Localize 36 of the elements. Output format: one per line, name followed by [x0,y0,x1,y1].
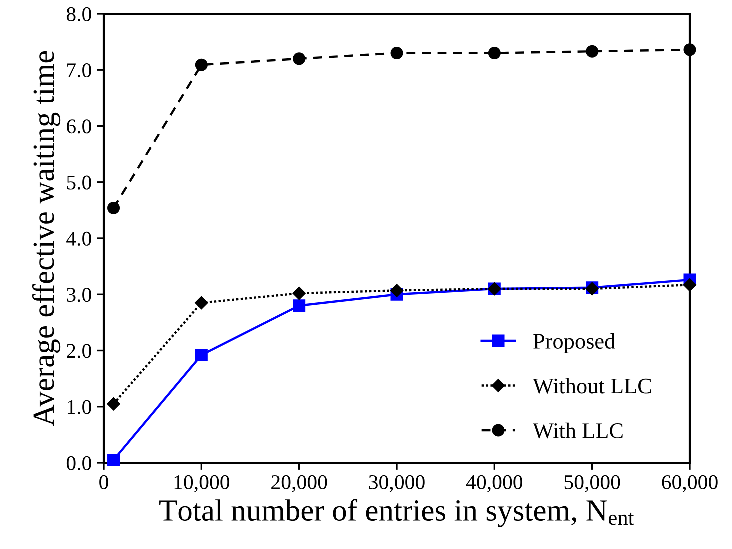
y-tick-label: 8.0 [66,7,92,22]
point [292,286,306,300]
point [195,296,208,310]
x-axis-title: Total number of entries in system, N$_{ent}$ [160,499,634,528]
legend-label: Proposed [534,333,616,354]
point [390,284,404,298]
y-tick-label: 6.0 [67,120,92,134]
x-tick-label: 10,000 [174,475,230,492]
point [195,58,208,72]
point [684,44,696,56]
legend-label: With LLC [532,422,623,439]
point [683,278,697,292]
point [195,348,208,362]
y-tick-label: 1.0 [68,400,92,414]
point [293,300,306,312]
point [293,52,306,66]
point [108,202,120,214]
point [586,45,599,58]
y-tick-label: 5.0 [67,176,92,190]
y-tick-label: 2.0 [67,344,92,358]
point [107,397,120,411]
y-tick-label: 4.0 [66,232,92,246]
y-tick-label: 0.0 [66,456,92,471]
y-tick-label: 7.0 [68,64,92,78]
point [488,47,501,60]
x-tick-label: 60,000 [662,475,718,492]
x-tick-label: 30,000 [369,475,425,492]
x-tick-label: 0 [100,475,108,490]
y-axis-title: Average effective waiting time [32,51,61,426]
point [390,47,404,60]
x-tick-label: 50,000 [564,475,620,492]
point [108,454,120,466]
x-tick-label: 20,000 [272,475,328,492]
legend-label: Without LLC [532,378,652,394]
x-tick-label: 40,000 [466,475,523,492]
y-tick-label: 3.0 [67,288,92,302]
